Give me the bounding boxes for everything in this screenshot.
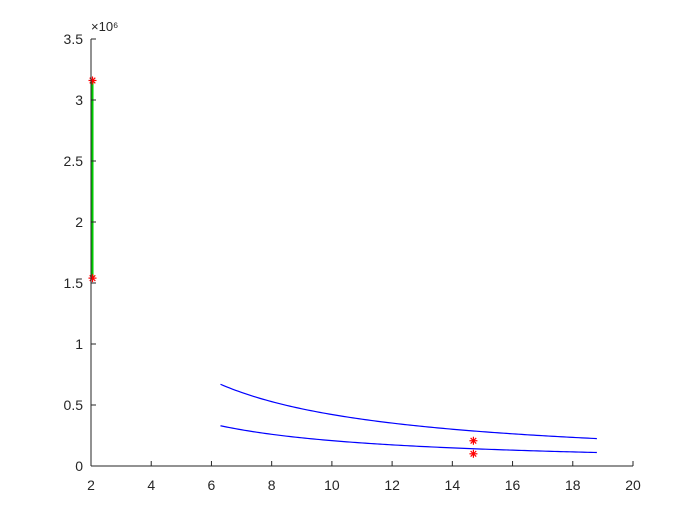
y-tick-label: 3 [75,92,83,108]
series-line-0 [220,383,597,440]
y-tick-label: 1 [75,336,83,352]
marker-stroke [470,450,477,458]
x-tick-label: 18 [565,477,581,493]
y-tick-label: 2 [75,214,83,230]
x-tick-label: 16 [505,477,521,493]
y-tick-label: 1.5 [64,275,84,291]
x-tick-label: 10 [324,477,340,493]
y-tick-label: 3.5 [64,31,84,47]
y-exponent-label: ×10⁶ [91,19,118,34]
x-tick-label: 4 [147,477,155,493]
y-tick-label: 0.5 [64,397,84,413]
series-line-1 [220,425,597,454]
data-marker-3 [469,449,478,458]
x-tick-label: 20 [625,477,641,493]
x-tick-label: 2 [87,477,95,493]
y-tick-label: 2.5 [64,153,84,169]
x-tick-label: 8 [268,477,276,493]
y-tick-label: 0 [75,458,83,474]
series-layer [91,80,597,454]
marker-stroke [470,437,477,444]
data-marker-2 [469,436,478,445]
x-tick-label: 6 [208,477,216,493]
axes-layer: 2 4 6 8 10 12 14 16 18 20 0 0.5 1 1.5 2 2.5 3 3.5 [64,31,641,493]
x-tick-label: 14 [445,477,461,493]
x-tick-label: 12 [384,477,400,493]
